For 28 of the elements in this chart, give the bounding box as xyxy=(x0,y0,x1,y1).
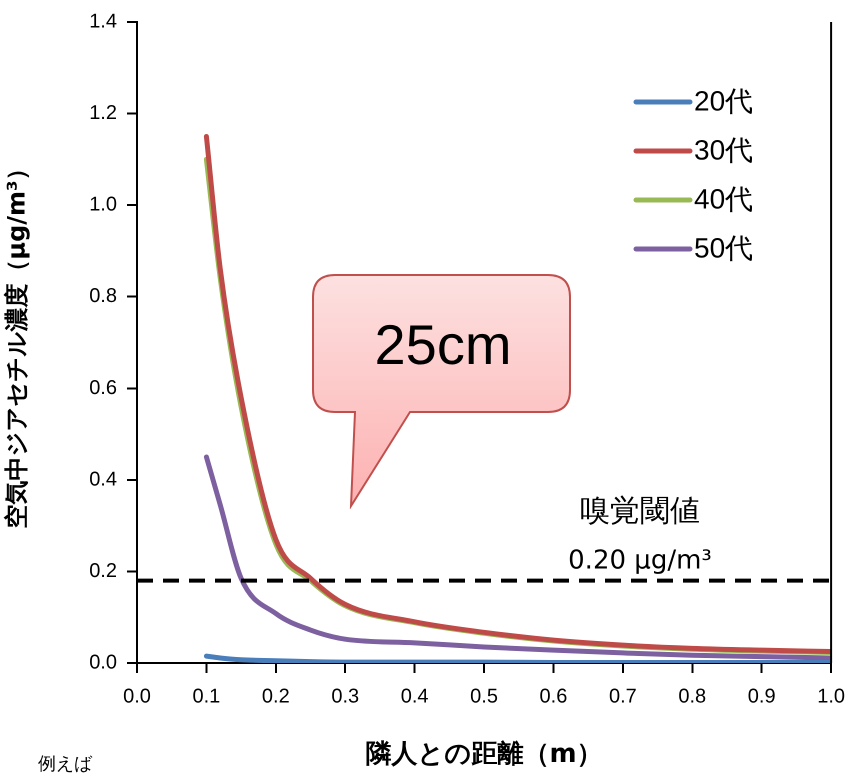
x-tick-label: 0.0 xyxy=(123,686,151,708)
x-tick-label: 1.0 xyxy=(817,686,846,708)
y-tick-label: 1.2 xyxy=(89,102,117,124)
y-tick-label: 0.0 xyxy=(89,652,117,674)
legend-label: 50代 xyxy=(694,232,754,264)
legend-label: 30代 xyxy=(694,134,754,166)
x-tick-label: 0.5 xyxy=(470,686,498,708)
x-axis-title: 隣人との距離（m） xyxy=(366,739,603,770)
x-tick-label: 0.3 xyxy=(331,686,360,708)
x-tick-label: 0.7 xyxy=(608,686,637,708)
x-tick-label: 0.1 xyxy=(192,686,220,708)
x-tick-label: 0.9 xyxy=(748,686,776,708)
y-tick-label: 0.8 xyxy=(89,285,117,308)
x-tick-label: 0.6 xyxy=(540,686,568,708)
legend-label: 40代 xyxy=(694,184,754,215)
annotation: 25cm xyxy=(374,312,512,378)
y-tick-label: 1.4 xyxy=(89,10,117,33)
legend-label: 20代 xyxy=(694,86,754,117)
x-tick-label: 0.2 xyxy=(262,686,290,708)
ref-line-label: 嗅覚閾値 0.20 µg/m³ xyxy=(568,494,712,576)
x-tick-label: 0.4 xyxy=(400,686,429,708)
y-tick-label: 0.2 xyxy=(89,560,117,582)
y-tick-label: 0.4 xyxy=(89,468,117,490)
y-axis-title: 空気中ジアセチル濃度（µg/m³） xyxy=(2,156,31,529)
y-tick-label: 0.6 xyxy=(89,376,117,399)
y-tick-label: 1.0 xyxy=(89,194,117,216)
x-tick-label: 0.8 xyxy=(678,686,706,708)
text: 例えば xyxy=(38,754,93,775)
